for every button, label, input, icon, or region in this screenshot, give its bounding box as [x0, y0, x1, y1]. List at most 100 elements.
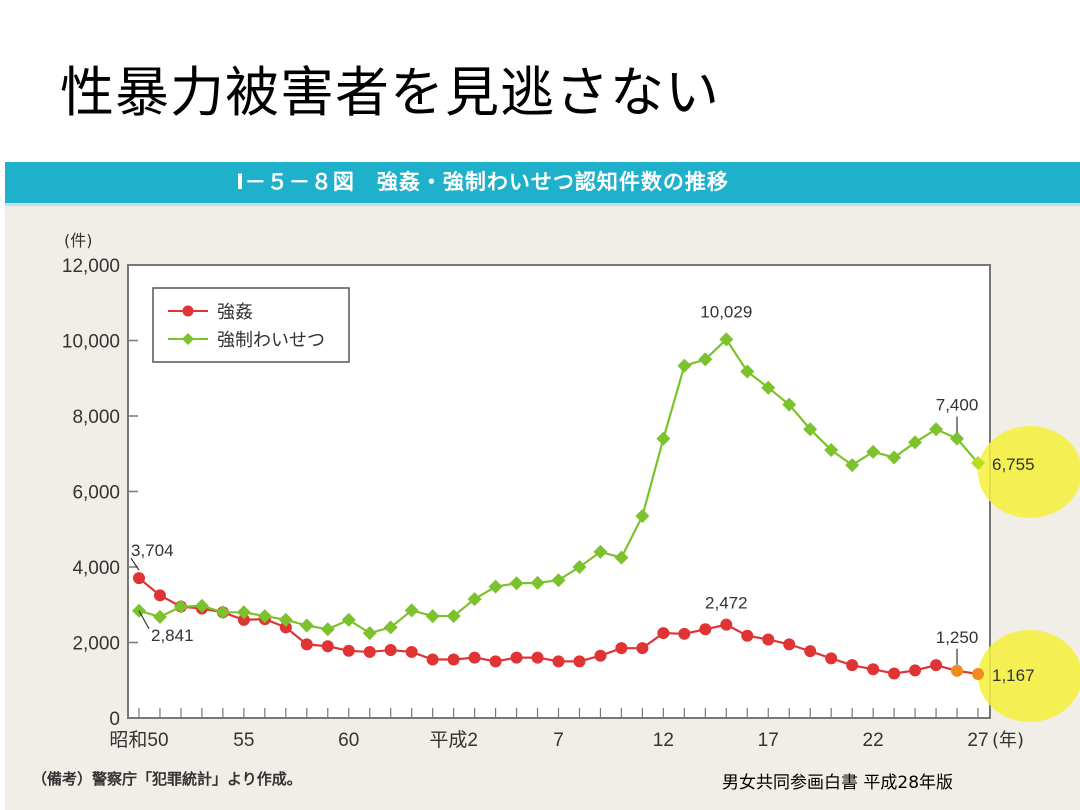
data-point: [279, 621, 292, 634]
data-point: [321, 640, 334, 653]
data-point: [636, 642, 649, 655]
data-point: [593, 544, 608, 559]
data-label: 7,400: [936, 396, 979, 415]
data-point: [930, 659, 943, 672]
data-point: [866, 444, 881, 459]
data-point: [804, 645, 817, 658]
data-point: [299, 618, 314, 633]
data-point: [551, 573, 566, 588]
y-tick-label: 12,000: [62, 256, 120, 277]
data-point: [929, 422, 944, 437]
data-point: [888, 667, 901, 680]
y-axis-unit: (件): [64, 231, 93, 250]
data-point: [300, 638, 313, 651]
y-tick-label: 4,000: [72, 558, 120, 579]
data-label: 1,250: [936, 628, 979, 647]
x-tick-label: 22: [863, 730, 884, 751]
y-tick-label: 0: [109, 709, 120, 730]
data-point: [363, 645, 376, 658]
data-point: [720, 618, 733, 631]
x-tick-label: 60: [338, 730, 359, 751]
data-point: [698, 352, 713, 367]
y-tick-label: 6,000: [72, 483, 120, 504]
legend-label: 強制わいせつ: [217, 330, 325, 351]
data-point: [740, 364, 755, 379]
data-point: [614, 550, 629, 565]
data-point: [278, 612, 293, 627]
legend-marker: [182, 305, 194, 317]
data-point: [908, 435, 923, 450]
data-point: [236, 605, 251, 620]
data-point: [215, 605, 230, 620]
legend-marker: [182, 333, 194, 345]
data-point: [194, 598, 209, 613]
legend-label: 強姦: [217, 302, 253, 323]
data-point: [677, 358, 692, 373]
data-point: [404, 603, 419, 618]
data-point: [678, 627, 691, 640]
x-tick-label: 昭和50: [109, 729, 168, 751]
data-point: [951, 664, 964, 677]
figure-header: Ⅰ－５－８図 強姦・強制わいせつ認知件数の推移: [5, 162, 1080, 206]
data-point: [425, 609, 440, 624]
data-point: [405, 645, 418, 658]
figure-header-text: Ⅰ－５－８図 強姦・強制わいせつ認知件数の推移: [236, 170, 729, 194]
data-point: [657, 627, 670, 640]
data-point: [741, 629, 754, 642]
data-point: [824, 442, 839, 457]
data-point: [341, 612, 356, 627]
annotation-leader: [138, 610, 150, 630]
data-point: [573, 655, 586, 668]
data-point: [342, 644, 355, 657]
y-tick-label: 2,000: [72, 634, 120, 655]
data-point: [719, 332, 734, 347]
data-point: [467, 592, 482, 607]
data-label: 10,029: [700, 302, 752, 321]
data-point: [635, 509, 650, 524]
x-tick-label: 平成2: [429, 729, 478, 751]
data-point: [173, 599, 188, 614]
data-point: [153, 589, 166, 602]
annotation-leader: [130, 557, 140, 571]
data-point: [783, 638, 796, 651]
data-point: [362, 626, 377, 641]
data-point: [762, 633, 775, 646]
highlight-mark: [978, 630, 1080, 722]
data-point: [468, 651, 481, 664]
x-tick-label: 12: [653, 730, 674, 751]
data-point: [971, 455, 985, 470]
data-point: [699, 623, 712, 636]
data-label: 1,167: [992, 666, 1035, 685]
data-point: [237, 613, 250, 626]
data-point: [594, 649, 607, 662]
data-point: [530, 575, 545, 590]
data-label: 2,472: [705, 594, 748, 613]
legend-box: [152, 287, 350, 363]
x-tick-label: 55: [233, 730, 254, 751]
x-axis-unit: (年): [992, 730, 1024, 751]
data-point: [782, 397, 797, 412]
x-tick-label: 17: [758, 730, 779, 751]
data-point: [488, 579, 503, 594]
data-label: 3,704: [131, 541, 174, 560]
data-point: [572, 560, 587, 574]
data-point: [656, 431, 671, 446]
data-point: [846, 659, 859, 672]
data-point: [133, 572, 145, 585]
figure-note: （備考）警察庁「犯罪統計」より作成。: [32, 770, 302, 788]
y-tick-label: 10,000: [62, 332, 120, 353]
data-point: [509, 576, 524, 591]
data-point: [552, 655, 565, 668]
data-point: [257, 609, 272, 624]
data-point: [384, 644, 397, 657]
data-point: [972, 667, 984, 680]
x-tick-label: 27: [967, 730, 988, 751]
data-point: [761, 380, 776, 395]
x-tick-label: 7: [553, 730, 564, 751]
y-tick-label: 8,000: [72, 407, 120, 428]
data-label: 2,841: [151, 626, 194, 645]
highlight-mark: [978, 426, 1080, 518]
data-point: [867, 663, 880, 676]
data-point: [531, 651, 544, 664]
